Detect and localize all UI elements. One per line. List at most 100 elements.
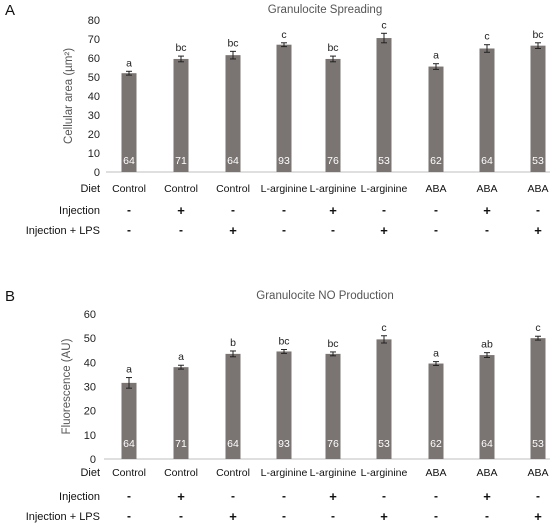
y-tick-label: 10: [84, 430, 96, 442]
lps-cell: -: [282, 223, 286, 237]
lps-cell: -: [434, 509, 438, 523]
significance-label: a: [433, 348, 439, 360]
significance-label: bc: [532, 29, 543, 41]
injection-cell: -: [536, 203, 540, 217]
bar: [225, 55, 241, 172]
significance-label: c: [381, 322, 386, 334]
y-tick-label: 60: [88, 53, 100, 65]
lps-cell: -: [179, 223, 183, 237]
y-tick-label: 30: [88, 110, 100, 122]
y-axis-label: Cellular area (µm²): [63, 48, 75, 144]
lps-cell: -: [485, 223, 489, 237]
sample-size-label: 53: [378, 438, 390, 450]
lps-cell: -: [331, 223, 335, 237]
significance-label: a: [178, 351, 184, 363]
panel-b: B Granulocite NO Production 0 10 20 30 40 50 6…: [0, 286, 550, 528]
sample-size-label: 71: [175, 438, 187, 450]
bar: [530, 338, 546, 459]
injection-cell: +: [329, 489, 337, 504]
lps-cell: -: [127, 509, 131, 523]
injection-cell: -: [382, 203, 386, 217]
significance-label: a: [126, 57, 132, 69]
y-axis-label: Fluorescence (AU): [61, 338, 73, 434]
chart-b-plot: 0 10 20 30 40 50 60 Fluorescence (AU) a 64 a 71 b 64 b…: [61, 309, 550, 466]
injection-cell: +: [177, 489, 185, 504]
bar: [428, 363, 444, 459]
y-tick-label: 50: [88, 72, 100, 84]
lps-cell: -: [485, 509, 489, 523]
diet-cell: Control: [164, 183, 198, 195]
sample-size-label: 62: [430, 438, 442, 450]
diet-cell: ABA: [476, 183, 498, 195]
significance-label: c: [484, 31, 489, 43]
diet-cell: ABA: [425, 183, 447, 195]
injection-cell: -: [536, 489, 540, 503]
diet-cell: ABA: [425, 467, 447, 479]
significance-label: bc: [327, 338, 338, 350]
sample-size-label: 76: [327, 155, 339, 167]
diet-cell: L-arginine: [360, 183, 408, 195]
panel-letter: A: [5, 2, 16, 19]
bar: [121, 382, 137, 459]
lps-cell: +: [380, 509, 388, 524]
diet-cell: Control: [216, 467, 250, 479]
lps-cell: -: [282, 509, 286, 523]
y-tick-label: 70: [88, 34, 100, 46]
y-tick-label: 40: [84, 357, 96, 369]
diet-cell: L-arginine: [260, 467, 308, 479]
injection-cell: -: [282, 203, 286, 217]
y-tick-label: 30: [84, 382, 96, 394]
diet-cell: Control: [164, 467, 198, 479]
diet-cell: L-arginine: [260, 183, 308, 195]
bar: [225, 353, 241, 459]
sample-size-label: 64: [227, 438, 239, 450]
y-tick-label: 10: [88, 148, 100, 160]
significance-label: b: [230, 337, 236, 349]
bar: [479, 48, 495, 172]
panel-letter: B: [5, 288, 16, 305]
sample-size-label: 93: [278, 438, 290, 450]
injection-row-label: Injection: [59, 491, 100, 503]
sample-size-label: 53: [378, 155, 390, 167]
y-tick-label: 20: [84, 406, 96, 418]
bar: [325, 58, 341, 173]
bar: [530, 45, 546, 172]
chart-title: Granulocite NO Production: [256, 290, 394, 302]
panel-a: A Granulocite Spreading 0 10 20 30 40 50 60 70 8…: [0, 0, 550, 260]
diet-cell: Control: [112, 467, 146, 479]
diet-cell: Control: [112, 183, 146, 195]
y-tick-label: 20: [88, 129, 100, 141]
injection-cell: +: [483, 489, 491, 504]
injection-cell: -: [282, 489, 286, 503]
sample-size-label: 64: [123, 438, 135, 450]
sample-size-label: 93: [278, 155, 290, 167]
injection-cell: -: [231, 489, 235, 503]
significance-label: bc: [278, 336, 289, 348]
y-tick-label: 40: [88, 91, 100, 103]
bar: [428, 66, 444, 172]
diet-cell: L-arginine: [360, 467, 408, 479]
lps-cell: +: [380, 223, 388, 238]
significance-label: ab: [481, 339, 493, 351]
diet-row-label: Diet: [80, 467, 100, 479]
significance-label: c: [281, 29, 286, 41]
chart-title: Granulocite Spreading: [267, 4, 383, 16]
lps-cell: -: [331, 509, 335, 523]
bar: [325, 353, 341, 459]
diet-cell: ABA: [527, 183, 549, 195]
lps-cell: -: [434, 223, 438, 237]
injection-cell: -: [434, 203, 438, 217]
diet-cell: Control: [216, 183, 250, 195]
y-tick-label: 0: [94, 167, 100, 179]
injection-cell: +: [177, 203, 185, 218]
lps-cell: +: [229, 509, 237, 524]
diet-cell: ABA: [476, 467, 498, 479]
injection-cell: -: [231, 203, 235, 217]
significance-label: bc: [227, 37, 238, 49]
sample-size-label: 64: [123, 155, 135, 167]
bar: [479, 355, 495, 459]
bar: [173, 367, 189, 459]
lps-row-label: Injection + LPS: [25, 225, 100, 237]
y-tick-label: 80: [88, 15, 100, 27]
significance-label: a: [126, 364, 132, 376]
